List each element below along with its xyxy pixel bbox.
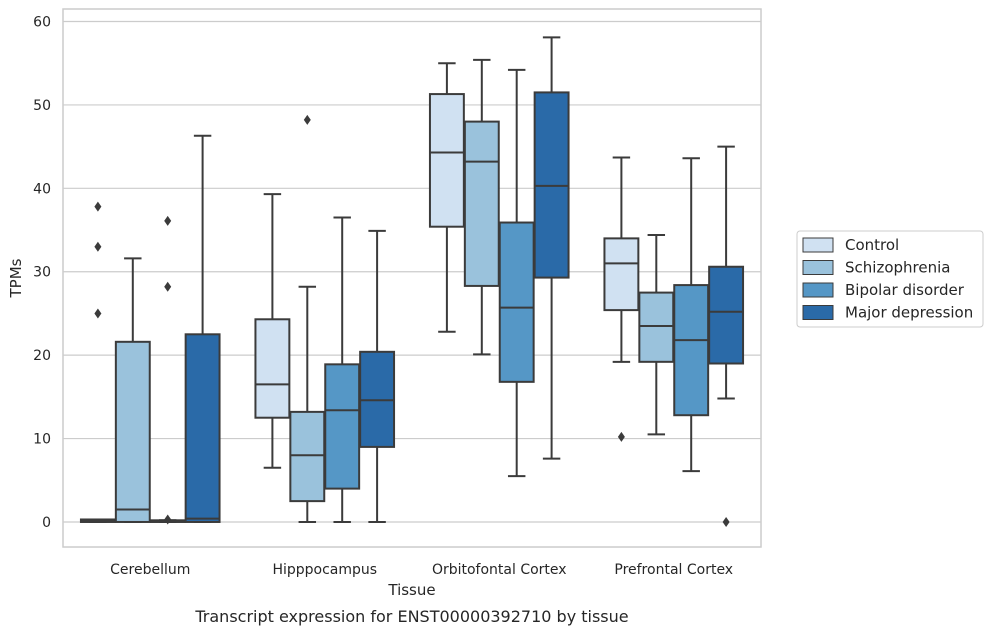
x-tick-label: Orbitofontal Cortex: [432, 562, 567, 578]
box: [673, 284, 710, 417]
box-group: [324, 216, 361, 523]
box-group: [463, 58, 500, 356]
x-tick-label: Cerebellum: [110, 562, 190, 578]
box: [324, 363, 361, 490]
legend-swatch: [802, 305, 834, 320]
boxes: [79, 36, 745, 527]
y-tick-label: 0: [42, 515, 51, 531]
box-group: [673, 157, 710, 473]
chart-caption: Transcript expression for ENST0000039271…: [194, 607, 628, 626]
box: [289, 410, 326, 503]
box: [603, 237, 640, 312]
legend-swatch: [802, 282, 834, 298]
box-group: [708, 145, 745, 527]
box-group: [254, 193, 291, 469]
box-group: [114, 257, 151, 523]
outlier-point: [164, 215, 172, 226]
x-axis-ticks: Cerebellum Hipppocampus Orbitofontal Corte…: [110, 562, 733, 578]
y-tick-label: 50: [33, 98, 51, 114]
box-group: [498, 68, 535, 478]
outlier-point: [722, 516, 730, 527]
y-axis-label: TPMs: [7, 258, 25, 298]
y-tick-label: 60: [33, 15, 51, 31]
box-group: [149, 215, 186, 525]
plot-frame: [62, 8, 762, 548]
x-tick-label: Prefrontal Cortex: [614, 562, 733, 578]
x-axis-label: Tissue: [387, 581, 435, 599]
outlier-point: [94, 241, 102, 252]
outlier-point: [164, 281, 172, 292]
outlier-point: [303, 114, 311, 125]
box: [463, 120, 500, 287]
box: [708, 265, 745, 365]
box: [638, 291, 675, 363]
legend: Control Schizophrenia Bipolar disorder Majo…: [796, 230, 984, 328]
box: [498, 221, 535, 383]
grid-lines: [63, 20, 761, 523]
legend-swatch: [802, 260, 834, 275]
box: [114, 340, 151, 523]
box-group: [428, 62, 465, 333]
outlier-point: [617, 431, 625, 442]
box: [184, 333, 221, 523]
box: [254, 318, 291, 419]
x-tick-label: Hipppocampus: [272, 562, 377, 578]
legend-frame: [796, 230, 984, 328]
outlier-point: [164, 514, 172, 525]
box-group: [184, 134, 221, 523]
outlier-point: [94, 201, 102, 212]
box-group: [79, 201, 116, 523]
y-axis-ticks: 0 10 20 30 40 50 60: [33, 15, 51, 531]
box-group: [533, 36, 570, 460]
outlier-point: [94, 308, 102, 319]
box-group: [289, 114, 326, 523]
y-tick-label: 30: [33, 265, 51, 281]
y-tick-label: 20: [33, 348, 51, 364]
y-tick-label: 40: [33, 181, 51, 197]
legend-label: Control: [845, 236, 899, 254]
legend-label: Schizophrenia: [845, 259, 950, 277]
legend-label: Major depression: [845, 304, 973, 322]
box: [428, 93, 465, 228]
legend-label: Bipolar disorder: [845, 281, 965, 299]
box-group: [638, 234, 675, 436]
box-group: [359, 229, 396, 523]
y-tick-label: 10: [33, 432, 51, 448]
legend-swatch: [802, 237, 834, 253]
box-group: [603, 156, 640, 442]
